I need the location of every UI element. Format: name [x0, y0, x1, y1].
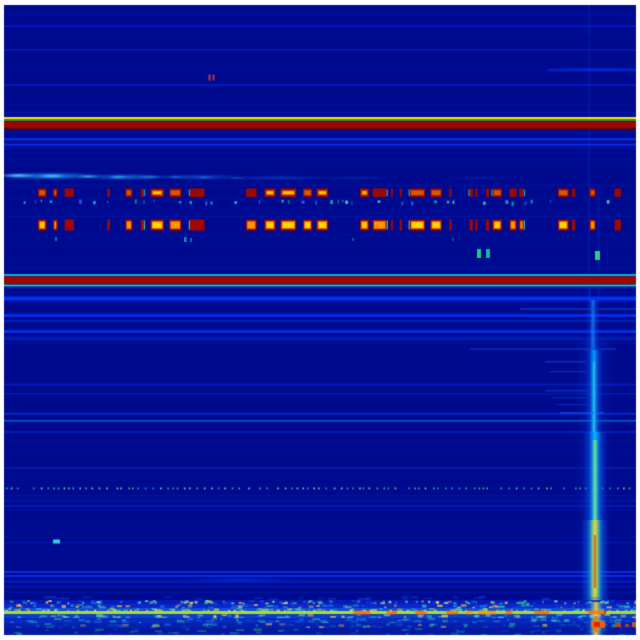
screenshot-root — [0, 0, 640, 640]
spectrogram-figure — [0, 0, 640, 640]
spectrogram-canvas — [0, 0, 640, 640]
